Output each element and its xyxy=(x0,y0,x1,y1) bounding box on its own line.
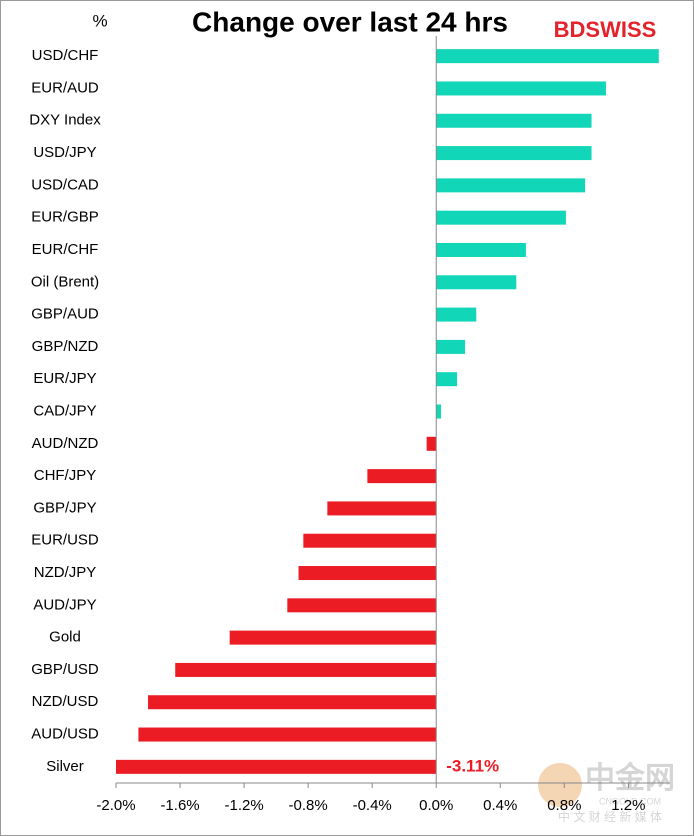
y-tick-label: GBP/USD xyxy=(31,661,99,678)
bar xyxy=(436,49,659,64)
y-tick-label: USD/CHF xyxy=(32,47,99,64)
bar xyxy=(303,533,437,548)
bar xyxy=(436,210,566,225)
bar xyxy=(436,307,477,322)
x-tick-label: 0.8% xyxy=(547,797,581,814)
watermark-icon xyxy=(538,763,582,807)
bar xyxy=(436,275,517,290)
y-tick-label: Silver xyxy=(46,758,84,775)
bar xyxy=(436,339,466,354)
bar xyxy=(436,372,458,387)
y-tick-label: AUD/USD xyxy=(31,726,99,743)
bar xyxy=(436,242,526,257)
y-tick-label: NZD/JPY xyxy=(34,564,97,581)
bar xyxy=(327,501,437,516)
y-tick-label: GBP/AUD xyxy=(31,306,99,323)
y-tick-label: NZD/USD xyxy=(32,693,99,710)
x-tick-label: 1.2% xyxy=(611,797,645,814)
x-tick-label: -0.4% xyxy=(353,797,392,814)
bar xyxy=(298,566,437,581)
y-tick-label: USD/CAD xyxy=(31,176,99,193)
x-tick-label: -1.6% xyxy=(160,797,199,814)
bar xyxy=(175,662,437,677)
x-tick-label: 0.4% xyxy=(483,797,517,814)
bar xyxy=(287,598,437,613)
x-tick-label: 0.0% xyxy=(419,797,453,814)
chart-title: Change over last 24 hrs xyxy=(192,6,508,37)
y-tick-label: EUR/AUD xyxy=(31,79,99,96)
y-tick-label: Oil (Brent) xyxy=(31,273,99,290)
bar xyxy=(229,630,437,645)
watermark-site: CNGOLD.COM xyxy=(599,796,661,806)
y-tick-label: EUR/CHF xyxy=(32,241,99,258)
bar xyxy=(436,146,592,161)
bar xyxy=(436,178,586,193)
unit-label: % xyxy=(92,11,107,30)
watermark: 中金网 CNGOLD.COM 中 文 财 经 新 媒 体 xyxy=(538,761,675,824)
y-tick-label: USD/JPY xyxy=(33,144,96,161)
bar xyxy=(138,727,437,742)
x-tick-label: -2.0% xyxy=(96,797,135,814)
y-tick-label: GBP/NZD xyxy=(32,338,99,355)
watermark-tagline: 中 文 财 经 新 媒 体 xyxy=(558,809,662,824)
watermark-name: 中金网 xyxy=(585,761,675,795)
x-tick-label: -0.8% xyxy=(289,797,328,814)
bar xyxy=(436,404,442,419)
brand-logo: BDSWISS xyxy=(554,17,657,42)
y-tick-label: EUR/JPY xyxy=(33,370,96,387)
bar xyxy=(426,436,437,451)
y-tick-label: DXY Index xyxy=(29,112,101,129)
y-tick-label: EUR/GBP xyxy=(31,209,99,226)
y-tick-label: GBP/JPY xyxy=(33,499,96,516)
y-tick-label: EUR/USD xyxy=(31,532,99,549)
y-tick-label: CHF/JPY xyxy=(34,467,97,484)
bars xyxy=(116,49,659,774)
bar xyxy=(436,81,606,96)
y-tick-label: CAD/JPY xyxy=(33,402,96,419)
bar xyxy=(436,113,592,128)
x-tick-label: -1.2% xyxy=(224,797,263,814)
y-tick-label: AUD/JPY xyxy=(33,596,96,613)
bar xyxy=(367,469,437,484)
bar xyxy=(116,759,437,774)
y-tick-label: AUD/NZD xyxy=(32,435,99,452)
y-tick-label: Gold xyxy=(49,629,81,646)
bar xyxy=(148,695,437,710)
value-label: -3.11% xyxy=(446,756,499,775)
